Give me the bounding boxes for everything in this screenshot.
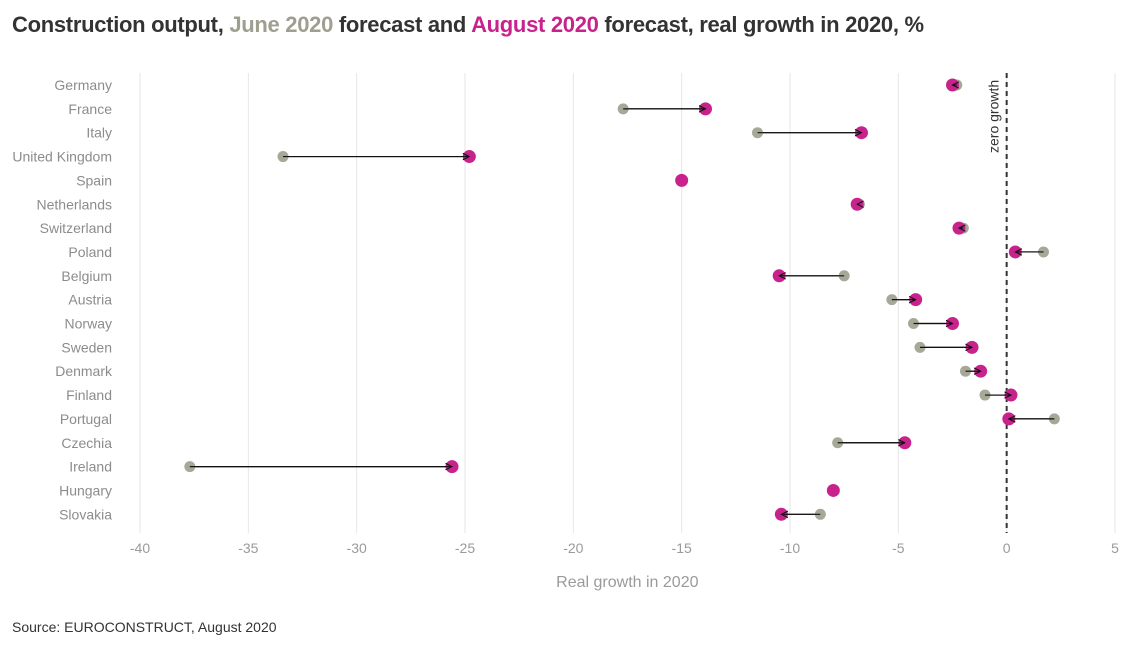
category-label: United Kingdom — [12, 149, 112, 165]
category-label: Sweden — [61, 339, 112, 355]
zero-growth-annotation: zero growth — [986, 80, 1002, 153]
x-tick-label: -40 — [130, 540, 150, 556]
title-august: August 2020 — [471, 12, 599, 37]
category-label: Spain — [76, 172, 112, 188]
label-layer: -40 -35 -30 -25 -20 -15 -10 -5 0 5 Real growth in … — [12, 77, 1119, 591]
category-label: Ireland — [69, 459, 112, 475]
category-label: Poland — [68, 244, 112, 260]
category-label: France — [68, 101, 112, 117]
dot-layer — [184, 78, 1060, 521]
category-label: Finland — [66, 387, 112, 403]
chart-title: Construction output, June 2020 forecast … — [12, 12, 924, 38]
x-tick-label: -35 — [238, 540, 258, 556]
category-label: Austria — [68, 292, 112, 308]
x-tick-label: -25 — [455, 540, 475, 556]
category-label: Hungary — [59, 482, 112, 498]
x-tick-label: 5 — [1111, 540, 1119, 556]
x-tick-label: -10 — [780, 540, 800, 556]
x-tick-label: -30 — [347, 540, 367, 556]
x-tick-label: -5 — [892, 540, 905, 556]
august-2020-dot — [675, 173, 689, 187]
source-note: Source: EUROCONSTRUCT, August 2020 — [12, 619, 277, 635]
category-label: Denmark — [55, 363, 113, 379]
category-label: Germany — [54, 77, 112, 93]
category-label: Italy — [86, 125, 112, 141]
august-2020-dot — [826, 483, 840, 497]
title-june: June 2020 — [229, 12, 334, 37]
x-axis-title: Real growth in 2020 — [556, 574, 698, 591]
category-label: Netherlands — [37, 196, 113, 212]
category-label: Czechia — [61, 435, 112, 451]
title-suffix: forecast, real growth in 2020, % — [598, 12, 924, 37]
category-label: Portugal — [60, 411, 112, 427]
title-prefix: Construction output, — [12, 12, 230, 37]
x-tick-label: 0 — [1003, 540, 1011, 556]
x-tick-label: -15 — [672, 540, 692, 556]
category-label: Switzerland — [40, 220, 112, 236]
zero-layer: zero growth — [986, 73, 1008, 533]
x-tick-label: -20 — [563, 540, 583, 556]
category-label: Norway — [65, 316, 112, 332]
title-middle: forecast and — [333, 12, 472, 37]
category-label: Belgium — [61, 268, 112, 284]
category-label: Slovakia — [59, 506, 112, 522]
grid-layer — [139, 73, 1116, 533]
